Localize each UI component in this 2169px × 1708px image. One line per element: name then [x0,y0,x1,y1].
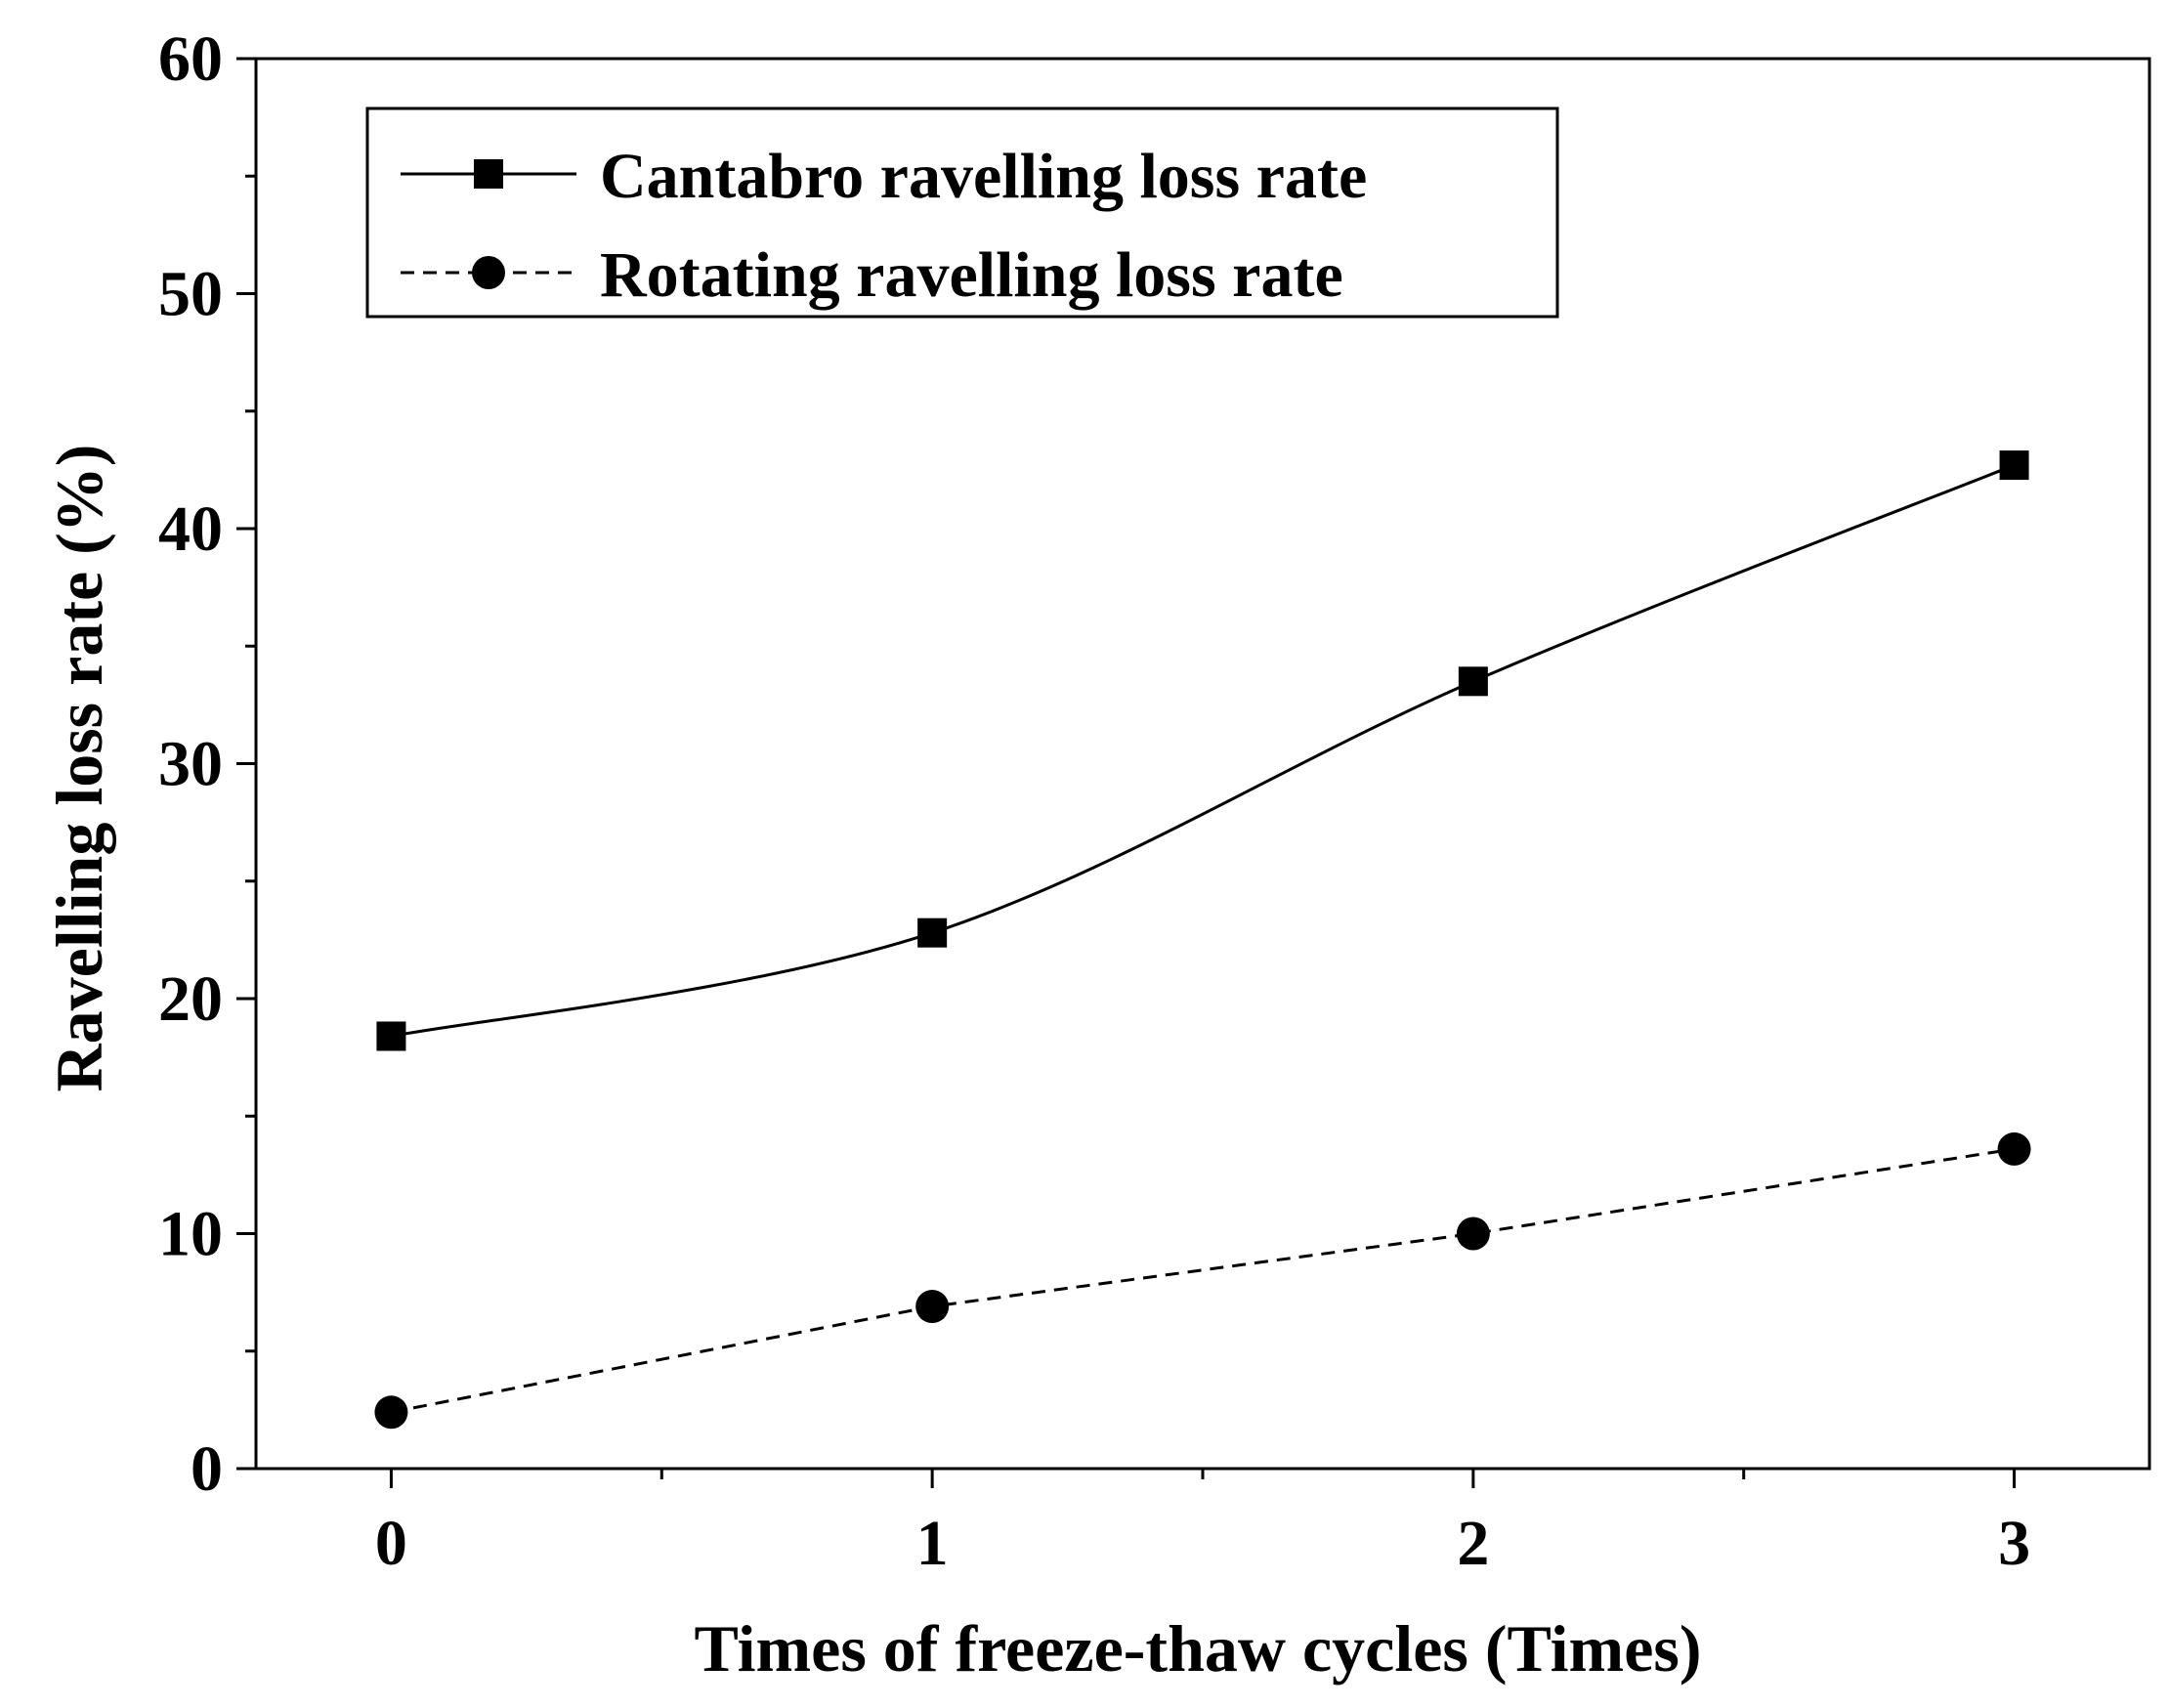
data-point [1456,1217,1490,1251]
y-tick-label: 60 [158,23,223,95]
x-axis-ticks: 0 1 2 3 [375,1469,2030,1579]
data-point [1997,1132,2031,1166]
series-layer [374,450,2031,1430]
series-2 [374,1132,2031,1430]
x-tick-label: 3 [1998,1508,2030,1579]
data-point [915,1290,950,1324]
legend-item-2: Rotating ravelling loss rate [401,239,1343,311]
legend-swatch-marker [472,256,505,289]
y-axis-ticks: 0 10 20 30 40 50 60 [158,23,256,1505]
x-tick-label: 1 [916,1508,949,1579]
x-tick-label: 0 [375,1508,407,1579]
y-tick-label: 10 [158,1199,223,1270]
legend-label: Rotating ravelling loss rate [600,239,1343,311]
series-line [391,1147,2015,1414]
x-tick-label: 2 [1457,1508,1489,1579]
data-point [1999,450,2029,481]
y-tick-label: 0 [191,1433,223,1505]
data-point [1458,666,1488,697]
legend-label: Cantabro ravelling loss rate [600,141,1367,212]
y-tick-label: 40 [158,493,223,565]
data-point [917,918,948,948]
legend-items: Cantabro ravelling loss rate Rotating rav… [401,141,1367,311]
legend-box [365,107,1559,319]
series-1 [376,450,2029,1051]
data-point [374,1395,408,1430]
y-tick-label: 20 [158,963,223,1035]
legend-item-1: Cantabro ravelling loss rate [401,141,1367,212]
y-axis-title: Ravelling loss rate (%) [42,445,116,1092]
y-tick-label: 30 [158,729,223,800]
y-tick-label: 50 [158,259,223,330]
data-point [376,1021,406,1051]
series-line [391,463,2016,1038]
legend-swatch-marker [474,159,503,189]
legend: Cantabro ravelling loss rate Rotating rav… [365,107,1559,319]
x-axis-title: Times of freeze-thaw cycles (Times) [695,1611,1702,1686]
